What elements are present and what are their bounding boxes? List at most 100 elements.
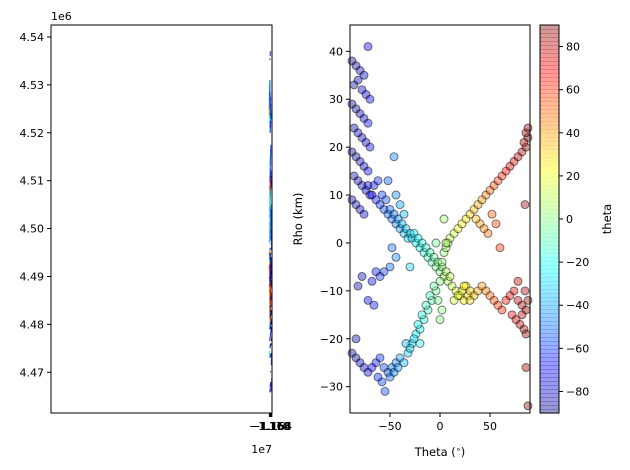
line-segment [269,343,272,347]
scatter-point [471,214,481,224]
x-tick-label: −50 [378,420,401,433]
scatter-point [401,339,411,348]
scatter-point [417,310,427,320]
colorbar-step [540,121,559,126]
colorbar-step [540,201,559,206]
line-segment [270,296,272,301]
scatter-point [389,152,399,162]
colorbar-step [540,37,559,42]
scatter-point [523,295,533,305]
colorbar-tick-label: −80 [566,385,589,398]
x-tick-label: 0 [437,420,444,433]
line-segment [269,326,272,342]
colorbar-step [540,77,559,82]
scatter-point [383,176,393,186]
scatter-point [513,276,523,286]
colorbar-step [540,193,559,198]
y-tick-label: 20 [329,141,343,154]
scatter-point [431,286,441,296]
scatter-point [441,243,451,253]
colorbar-step [540,25,559,30]
scatter-point [393,363,403,372]
x-tick-label: −1.166 [251,420,292,433]
colorbar-step [540,221,559,226]
colorbar-step [540,113,559,118]
scatter-point [523,123,533,133]
colorbar-step [540,145,559,150]
y-tick-label: −30 [320,381,343,394]
scatter-points-layer [347,42,533,411]
scatter-point [520,286,530,296]
scatter-point [437,305,447,315]
colorbar-step [540,365,559,370]
scatter-point [419,315,429,325]
colorbar-step [540,169,559,174]
scatter-point [435,315,445,325]
colorbar-step [540,265,559,270]
colorbar-step [540,137,559,142]
colorbar-step [540,329,559,334]
scatter-point [391,190,401,200]
colorbar-step [540,197,559,202]
scatter-point [439,214,449,224]
colorbar-step [540,49,559,54]
colorbar-step [540,225,559,230]
colorbar-step [540,253,559,258]
colorbar-step [540,369,559,374]
scatter-point [445,272,455,281]
colorbar-step [540,157,559,162]
y-tick-label: 4.54 [20,31,45,44]
colorbar-step [540,373,559,378]
line-segment [270,228,272,241]
y-tick-label: 0 [336,237,343,250]
colorbar-tick-label: −20 [566,256,589,269]
y-tick-label: 4.52 [20,127,45,140]
colorbar-step [540,321,559,326]
scatter-point [363,295,373,305]
scatter-point [415,324,425,334]
scatter-point [509,286,519,296]
scatter-point [365,94,375,104]
scatter-point [465,295,475,305]
scatter-point [367,276,377,286]
colorbar-step [540,269,559,274]
scatter-point [363,118,373,128]
colorbar-label: theta [600,204,614,234]
colorbar-step [540,209,559,214]
scatter-point [365,190,375,200]
colorbar-step [540,205,559,210]
scatter-point [351,334,361,344]
line-segment [269,144,272,172]
x-tick-label: 50 [483,420,497,433]
colorbar-step [540,337,559,342]
colorbar-step [540,261,559,266]
colorbar-step [540,101,559,106]
colorbar-step [540,65,559,70]
scatter-point [405,262,415,272]
colorbar-step [540,229,559,234]
scatter-point [517,310,527,320]
colorbar-step [540,61,559,66]
scatter-point [491,219,501,229]
y-tick-label: 4.50 [20,223,45,236]
colorbar-step [540,353,559,358]
colorbar-step [540,389,559,394]
scatter-point [423,305,433,315]
colorbar-step [540,313,559,318]
line-segment [269,178,272,188]
scatter-point [519,324,529,334]
line-segment [269,370,272,373]
colorbar-ticks: −80 −60 −40 −20 0 20 40 60 80 [559,41,589,398]
colorbar-step [540,133,559,138]
colorbar-step [540,409,559,414]
colorbar-step [540,397,559,402]
scatter-point [435,276,445,286]
colorbar: −80 −60 −40 −20 0 20 40 60 80 theta [539,24,614,414]
scatter-point [363,181,373,190]
scatter-point [395,200,405,210]
colorbar-step [540,333,559,338]
scatter-point [427,295,437,305]
line-segment [269,313,272,316]
scatter-point [415,339,425,348]
